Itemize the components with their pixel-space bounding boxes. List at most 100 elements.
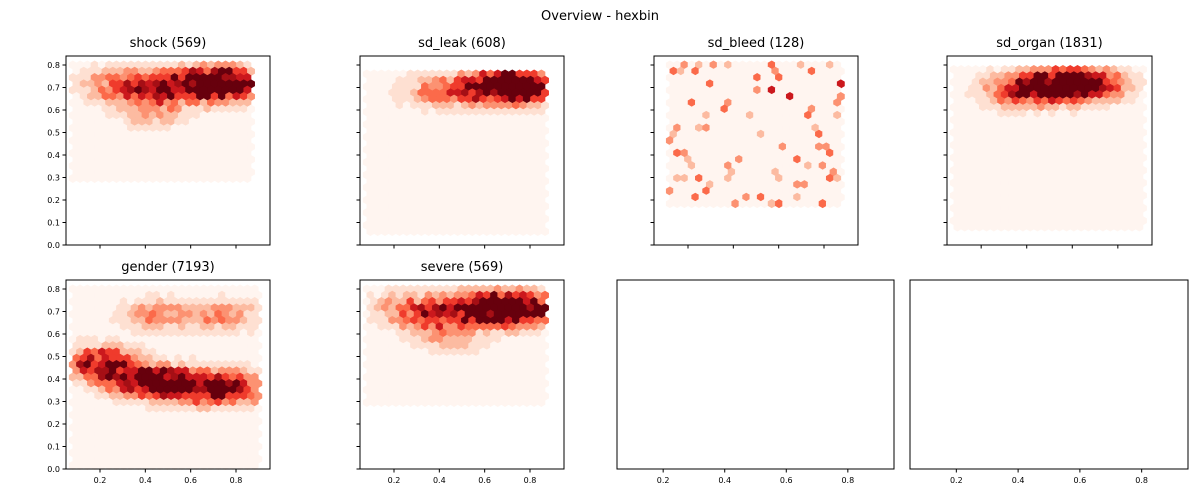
hex-cell	[811, 73, 820, 83]
hex-cell	[116, 117, 125, 127]
hex-cell	[243, 284, 252, 294]
hex-cell	[239, 154, 248, 165]
hex-cell	[366, 151, 375, 161]
hex-cell	[504, 100, 513, 111]
hex-cell	[1011, 109, 1020, 119]
hex-cell	[501, 397, 509, 407]
hex-cell	[413, 322, 422, 332]
hex-cell	[174, 303, 183, 313]
hex-cell	[702, 85, 711, 95]
hex-cell	[239, 315, 248, 326]
hex-cell	[479, 347, 488, 357]
hex-cell	[373, 391, 382, 401]
hex-cell	[738, 199, 747, 209]
hex-cell	[381, 353, 389, 363]
hex-cell	[130, 142, 139, 152]
axes-frame	[909, 279, 1189, 470]
hex-cell	[239, 441, 248, 452]
hex-cell	[388, 391, 397, 401]
hex-cell	[1033, 146, 1042, 156]
hex-cell	[522, 157, 531, 167]
hex-cell	[446, 303, 455, 313]
hex-cell	[76, 448, 85, 458]
hex-cell	[767, 199, 776, 209]
hex-cell	[1019, 172, 1027, 182]
hex-cell	[127, 360, 135, 370]
hex-cell	[1015, 203, 1024, 213]
hex-cell	[435, 94, 444, 104]
hex-cell	[953, 222, 962, 232]
hex-cell	[482, 88, 491, 98]
hex-cell	[986, 153, 995, 163]
hex-cell	[989, 83, 998, 93]
hex-cell	[130, 416, 139, 426]
hex-cell	[76, 372, 85, 382]
hex-cell	[486, 372, 495, 382]
hex-cell	[130, 154, 139, 165]
hex-cell	[87, 104, 95, 114]
hex-cell	[978, 115, 987, 125]
hex-cell	[1091, 83, 1100, 93]
hex-cell	[1113, 184, 1122, 194]
hex-cell	[366, 126, 375, 136]
hex-cell	[1084, 134, 1093, 144]
hex-cell	[76, 136, 85, 146]
hex-cell	[203, 441, 212, 452]
hex-cell	[1077, 159, 1086, 169]
hex-cell	[388, 88, 397, 98]
hex-cell	[370, 284, 379, 294]
hex-cell	[793, 104, 802, 114]
hex-cell	[417, 138, 426, 148]
hex-cell	[112, 110, 121, 120]
hex-cell	[431, 151, 440, 161]
hex-cell	[431, 353, 440, 363]
hex-cell	[519, 88, 528, 98]
hex-cell	[417, 113, 426, 123]
figure-title: Overview - hexbin	[541, 9, 659, 24]
hex-cell	[1033, 159, 1042, 169]
hex-cell	[141, 322, 150, 332]
hex-cell	[1131, 102, 1140, 112]
hex-cell	[1022, 190, 1031, 201]
subplot-title: sd_organ (1831)	[996, 36, 1102, 51]
hex-cell	[384, 284, 393, 294]
hex-cell	[399, 119, 408, 129]
hex-cell	[431, 176, 440, 186]
hex-cell	[464, 132, 473, 142]
hex-cell	[247, 290, 255, 300]
hex-cell	[217, 391, 226, 401]
hex-cell	[141, 423, 150, 433]
hex-cell	[236, 423, 245, 433]
hex-cell	[1026, 184, 1035, 194]
hex-cell	[1073, 190, 1082, 201]
hex-cell	[818, 161, 827, 171]
hex-cell	[724, 85, 732, 95]
hex-cell	[145, 154, 154, 165]
hex-cell	[417, 189, 426, 199]
hex-cell	[789, 173, 798, 183]
hex-cell	[134, 73, 143, 83]
hex-cell	[450, 284, 459, 294]
hex-cell	[134, 385, 143, 395]
hex-cell	[105, 423, 114, 433]
hex-cell	[541, 315, 549, 326]
hex-cell	[1091, 71, 1100, 81]
hex-cell	[691, 167, 700, 177]
hex-cell	[1059, 127, 1067, 138]
hex-cell	[1080, 190, 1089, 201]
hex-cell	[87, 366, 95, 376]
hex-cell	[1066, 140, 1075, 150]
hex-cell	[537, 372, 546, 382]
hex-cell	[522, 297, 531, 307]
hex-cell	[247, 341, 255, 351]
hex-cell	[1095, 203, 1104, 213]
hex-cell	[533, 176, 542, 186]
hex-cell	[490, 226, 499, 237]
hex-cell	[497, 151, 506, 161]
hex-cell	[833, 148, 842, 158]
hex-cell	[207, 85, 215, 95]
hex-cell	[1004, 134, 1013, 144]
hex-cell	[684, 192, 692, 202]
hex-cell	[993, 203, 1002, 213]
hex-cell	[815, 142, 823, 152]
